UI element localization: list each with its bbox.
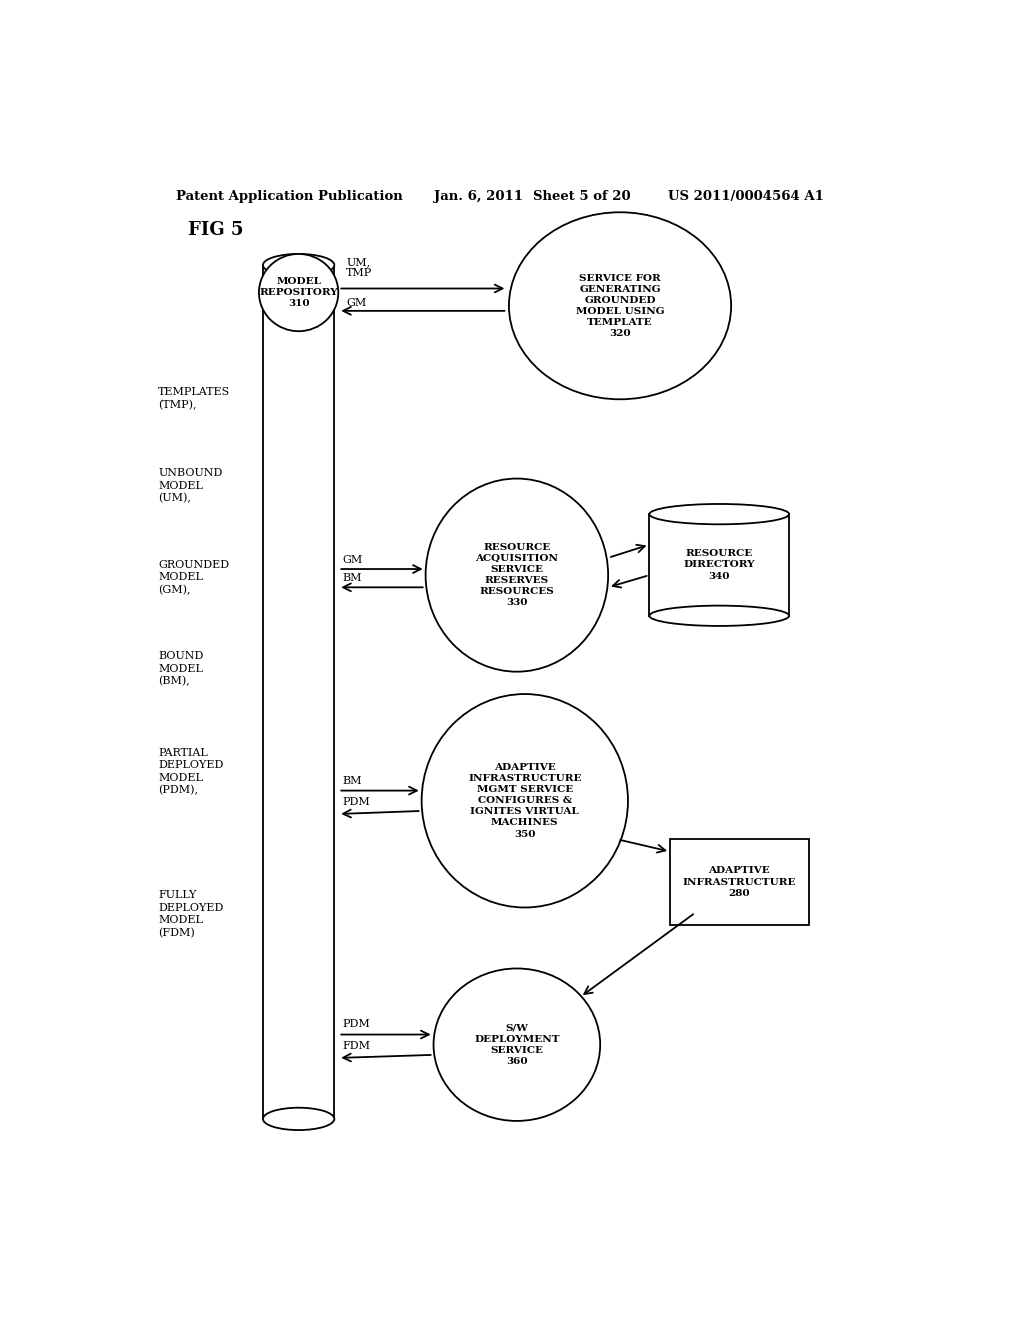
Text: BM: BM (342, 776, 361, 785)
Ellipse shape (263, 1107, 334, 1130)
Text: FIG 5: FIG 5 (187, 220, 243, 239)
Text: Jan. 6, 2011: Jan. 6, 2011 (433, 190, 522, 202)
Text: TEMPLATES
(TMP),: TEMPLATES (TMP), (158, 387, 230, 411)
Ellipse shape (263, 253, 334, 276)
FancyBboxPatch shape (670, 840, 809, 925)
Text: PDM: PDM (342, 1019, 370, 1030)
Ellipse shape (426, 479, 608, 672)
Text: MODEL
REPOSITORY
310: MODEL REPOSITORY 310 (259, 277, 338, 308)
Ellipse shape (509, 213, 731, 399)
Text: S/W
DEPLOYMENT
SERVICE
360: S/W DEPLOYMENT SERVICE 360 (474, 1023, 559, 1065)
Text: PDM: PDM (342, 797, 370, 807)
FancyBboxPatch shape (649, 515, 790, 615)
Text: FDM: FDM (342, 1040, 371, 1051)
Text: UNBOUND
MODEL
(UM),: UNBOUND MODEL (UM), (158, 469, 222, 504)
Ellipse shape (649, 504, 790, 524)
Ellipse shape (649, 606, 790, 626)
Text: GM: GM (346, 298, 367, 308)
Text: RESOURCE
ACQUISITION
SERVICE
RESERVES
RESOURCES
330: RESOURCE ACQUISITION SERVICE RESERVES RE… (475, 543, 558, 607)
Text: GROUNDED
MODEL
(GM),: GROUNDED MODEL (GM), (158, 560, 229, 595)
Text: BOUND
MODEL
(BM),: BOUND MODEL (BM), (158, 651, 204, 686)
Text: SERVICE FOR
GENERATING
GROUNDED
MODEL USING
TEMPLATE
320: SERVICE FOR GENERATING GROUNDED MODEL US… (575, 273, 665, 338)
Text: Patent Application Publication: Patent Application Publication (176, 190, 402, 202)
Ellipse shape (259, 253, 338, 331)
Text: ADAPTIVE
INFRASTRUCTURE
MGMT SERVICE
CONFIGURES &
IGNITES VIRTUAL
MACHINES
350: ADAPTIVE INFRASTRUCTURE MGMT SERVICE CON… (468, 763, 582, 838)
Text: ADAPTIVE
INFRASTRUCTURE
280: ADAPTIVE INFRASTRUCTURE 280 (682, 866, 796, 898)
Ellipse shape (433, 969, 600, 1121)
Ellipse shape (422, 694, 628, 907)
Text: BM: BM (342, 573, 361, 583)
FancyBboxPatch shape (263, 265, 334, 1119)
Text: FULLY
DEPLOYED
MODEL
(FDM): FULLY DEPLOYED MODEL (FDM) (158, 890, 223, 937)
Text: UM,
TMP: UM, TMP (346, 256, 373, 279)
Text: PARTIAL
DEPLOYED
MODEL
(PDM),: PARTIAL DEPLOYED MODEL (PDM), (158, 748, 223, 796)
Text: GM: GM (342, 554, 362, 565)
Text: US 2011/0004564 A1: US 2011/0004564 A1 (668, 190, 823, 202)
Text: RESOURCE
DIRECTORY
340: RESOURCE DIRECTORY 340 (683, 549, 755, 581)
Text: Sheet 5 of 20: Sheet 5 of 20 (532, 190, 631, 202)
